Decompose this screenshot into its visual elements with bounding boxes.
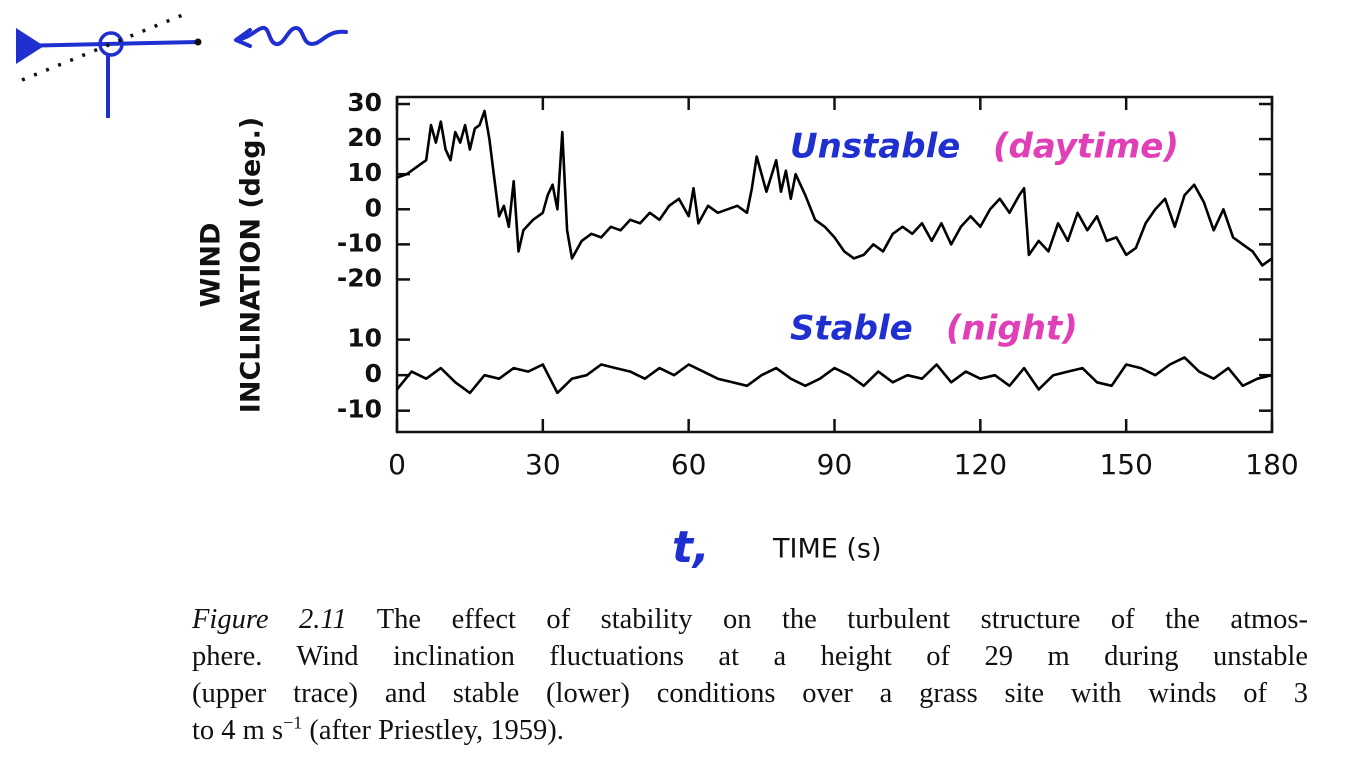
caption-text: to 4 m s <box>192 715 284 746</box>
y-axis-label-line: INCLINATION (deg.) <box>236 117 267 413</box>
caption-text: phere. Wind inclination fluctuations at … <box>192 638 1308 675</box>
wind-vane-sketch <box>15 12 348 118</box>
series-line <box>396 109 1273 267</box>
y-tick-label: -10 <box>337 395 382 424</box>
annotation: (daytime) <box>993 127 1179 167</box>
annotation: (night) <box>946 309 1078 349</box>
caption-text: The effect of stability on the turbulent… <box>376 604 1308 635</box>
caption-text: phere. Wind inclination fluctuations at … <box>192 641 1308 672</box>
x-tick-label: 120 <box>954 448 1007 481</box>
x-tick-label: 60 <box>671 448 707 481</box>
x-tick-label: 150 <box>1099 448 1152 481</box>
x-axis-note: t, <box>672 522 710 573</box>
y-tick-label: 0 <box>365 193 382 222</box>
wind-arrow <box>234 25 348 48</box>
y-tick-label: 0 <box>365 359 382 388</box>
x-tick-label: 90 <box>817 448 853 481</box>
caption-text: −1 <box>283 712 303 733</box>
vane-pivot <box>98 31 124 57</box>
series-label: Stable <box>790 309 913 349</box>
caption-text: Figure 2.11 The effect of stability on t… <box>192 601 1308 638</box>
x-tick-label: 0 <box>388 448 406 481</box>
y-tick-label: 30 <box>347 88 382 117</box>
dot <box>194 38 202 46</box>
series-label: Unstable <box>790 127 960 167</box>
y-axis-label: WIND INCLINATION (deg.) <box>196 117 267 413</box>
y-tick-label: 10 <box>347 324 382 353</box>
y-axis-label-line: WIND <box>196 223 227 308</box>
series-line <box>395 356 1273 395</box>
x-tick-label: 30 <box>525 448 561 481</box>
caption-text: (after Priestley, 1959). <box>309 715 564 746</box>
caption: Figure 2.11 The effect of stability on t… <box>192 601 1308 749</box>
x-axis-label: TIME (s) <box>772 534 882 565</box>
caption-text: (upper trace) and stable (lower) conditi… <box>192 675 1308 712</box>
y-tick-label: -10 <box>337 228 382 257</box>
caption-text: (upper trace) and stable (lower) conditi… <box>192 678 1308 709</box>
caption-text: to 4 m s−1 (after Priestley, 1959). <box>192 712 1308 749</box>
caption-text: Figure 2.11 <box>192 604 347 635</box>
y-tick-label: -20 <box>337 263 382 292</box>
x-tick-label: 180 <box>1245 448 1298 481</box>
y-tick-label: 20 <box>347 123 382 152</box>
y-tick-label: 10 <box>347 158 382 187</box>
